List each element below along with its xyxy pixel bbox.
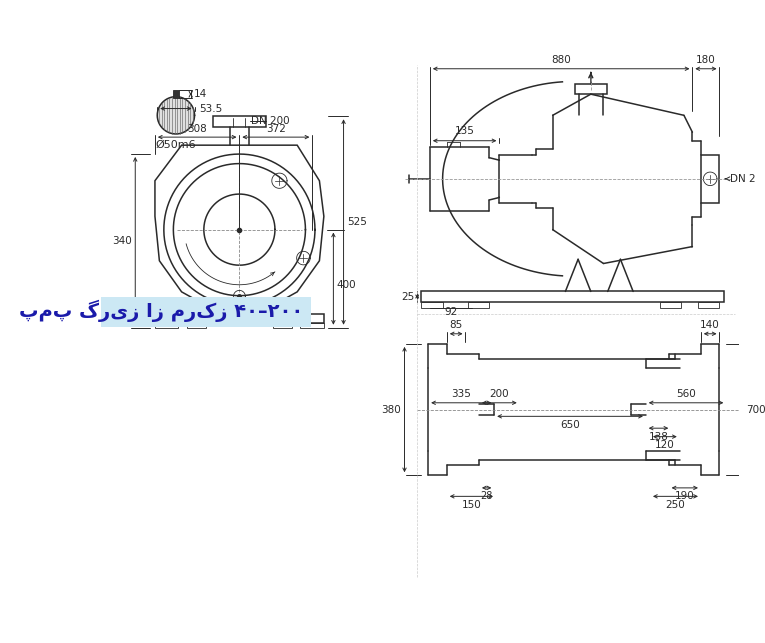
Bar [660, 302, 682, 307]
Text: 335: 335 [451, 390, 471, 399]
Text: 525: 525 [347, 217, 366, 227]
Polygon shape [158, 96, 194, 134]
Text: 92: 92 [444, 307, 457, 317]
Bar [575, 84, 607, 94]
Text: 28: 28 [480, 491, 493, 502]
Text: 380: 380 [382, 404, 401, 415]
Text: 250: 250 [666, 500, 685, 510]
Text: پمپ گریز از مرکز ۴۰–۲۰۰: پمپ گریز از مرکز ۴۰–۲۰۰ [18, 300, 303, 322]
Text: 14: 14 [194, 89, 207, 99]
Text: 308: 308 [187, 123, 207, 134]
Text: DN 2: DN 2 [730, 174, 755, 184]
Bar [213, 116, 265, 127]
Text: 85: 85 [450, 320, 463, 331]
Text: 200: 200 [490, 390, 509, 399]
Text: 880: 880 [552, 55, 571, 64]
Bar [155, 314, 324, 323]
Text: 25: 25 [402, 291, 415, 302]
Bar [698, 302, 720, 307]
Text: 560: 560 [676, 390, 696, 399]
Text: 340: 340 [112, 236, 132, 246]
Text: 138: 138 [649, 431, 669, 442]
Text: 400: 400 [337, 280, 356, 291]
Bar [468, 302, 489, 307]
Text: 372: 372 [266, 123, 286, 134]
Text: 700: 700 [747, 404, 765, 415]
Text: DN 200: DN 200 [251, 116, 290, 127]
Text: 53.5: 53.5 [199, 104, 222, 114]
Text: 140: 140 [700, 320, 720, 331]
Bar [422, 291, 724, 302]
Text: Ø50m6: Ø50m6 [155, 140, 196, 150]
Text: 120: 120 [655, 440, 675, 450]
Bar [173, 90, 179, 98]
Text: 190: 190 [675, 491, 695, 502]
Bar [155, 323, 178, 328]
Bar [701, 155, 720, 203]
Bar [102, 296, 311, 327]
Text: 650: 650 [560, 420, 580, 430]
Text: 150: 150 [461, 500, 481, 510]
Bar [422, 302, 443, 307]
Text: 180: 180 [696, 55, 716, 64]
Bar [301, 323, 324, 328]
Bar [273, 323, 292, 328]
Text: 135: 135 [454, 127, 474, 136]
Bar [187, 323, 206, 328]
